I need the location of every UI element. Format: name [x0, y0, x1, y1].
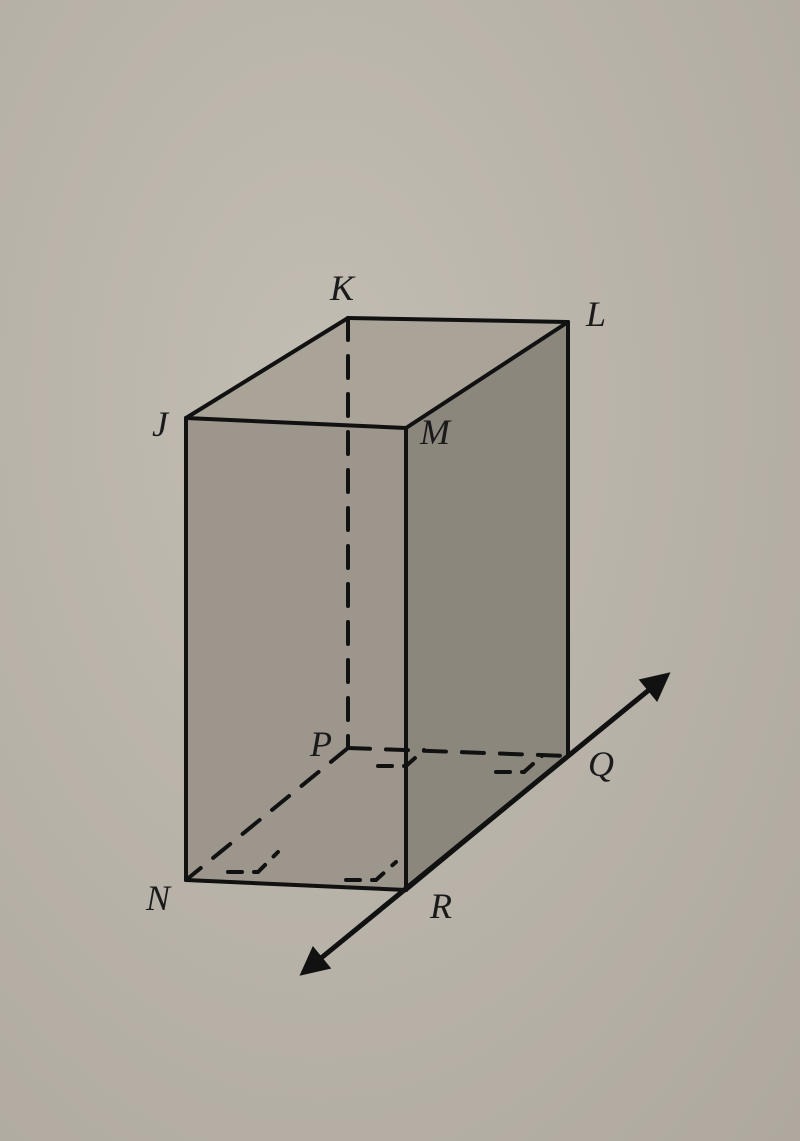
- vertex-label-R: R: [429, 886, 452, 926]
- vertex-label-P: P: [309, 724, 332, 764]
- prism-svg: J K L M N P Q R: [0, 0, 800, 1141]
- vertex-label-J: J: [152, 404, 170, 444]
- diagram-canvas: J K L M N P Q R: [0, 0, 800, 1141]
- vertex-label-M: M: [419, 412, 452, 452]
- vertex-label-Q: Q: [588, 744, 614, 784]
- vertex-label-N: N: [145, 878, 172, 918]
- vertex-label-L: L: [585, 294, 606, 334]
- vertex-label-K: K: [329, 268, 356, 308]
